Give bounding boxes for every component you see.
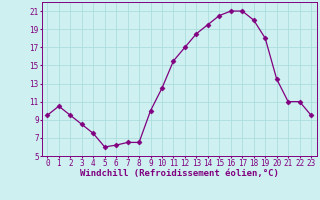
X-axis label: Windchill (Refroidissement éolien,°C): Windchill (Refroidissement éolien,°C) [80,169,279,178]
